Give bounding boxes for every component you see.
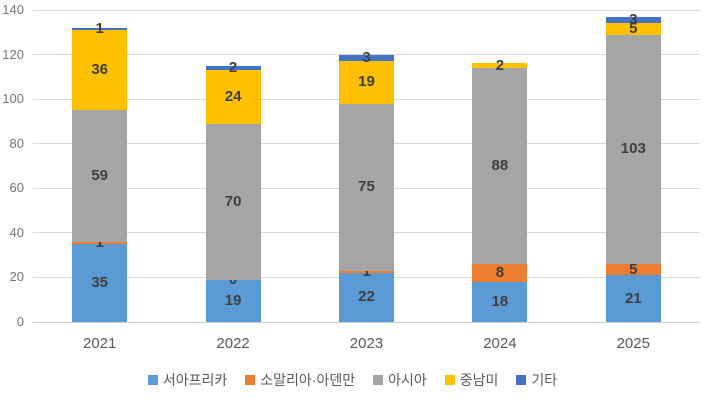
legend-swatch-icon: [444, 375, 455, 385]
bar-segment[interactable]: [605, 23, 661, 35]
bar-segment-label: 36: [91, 61, 109, 79]
x-tick-label: 2022: [216, 335, 250, 352]
y-tick-label: 20: [9, 269, 24, 285]
legend-item[interactable]: 기타: [516, 370, 557, 390]
y-tick-label: 40: [9, 224, 24, 240]
y-tick-label: 0: [16, 314, 24, 329]
x-tick-label: 2021: [83, 335, 117, 352]
bar-segment-label: 22: [358, 288, 375, 306]
bar-segment-label: 19: [224, 291, 242, 309]
bar-segment[interactable]: [472, 67, 528, 265]
bar-segment-label: 75: [358, 178, 375, 196]
legend-label: 아시아: [388, 372, 427, 388]
bar-segment[interactable]: [72, 30, 128, 111]
legend-item[interactable]: 중남미: [444, 370, 499, 390]
bar-segment[interactable]: [205, 70, 261, 124]
bar-segment-label: 18: [491, 292, 509, 310]
y-tick-label: 60: [9, 180, 24, 196]
bar-segment[interactable]: [339, 54, 394, 62]
bar-segment-label: 35: [91, 274, 109, 291]
bar-segment[interactable]: [72, 244, 128, 322]
bar-segment[interactable]: [339, 103, 394, 271]
legend-item[interactable]: 아시아: [373, 370, 427, 390]
bar-segment-label: 70: [224, 192, 242, 210]
legend-label: 서아프리카: [162, 372, 228, 388]
bar-segment-label: 1: [95, 19, 104, 37]
legend-label: 기타: [531, 372, 558, 388]
bar-segment[interactable]: [339, 61, 394, 104]
y-tick-label: 100: [2, 91, 24, 107]
bar-segment[interactable]: [205, 123, 261, 280]
legend-item[interactable]: 소말리아·아덴만: [245, 370, 355, 390]
bar-segment-label: 19: [358, 73, 375, 91]
bar-segment[interactable]: [472, 281, 528, 322]
legend-swatch-icon: [147, 375, 158, 385]
bar-segment[interactable]: [339, 272, 394, 322]
legend-swatch-icon: [516, 375, 527, 385]
gridline: [33, 9, 700, 11]
bar-segment[interactable]: [605, 275, 661, 322]
legend-swatch-icon: [245, 375, 256, 385]
gridline: [33, 321, 700, 323]
bar-segment-label: 3: [362, 48, 371, 66]
bar-segment-label: 2: [495, 56, 505, 74]
bar-segment[interactable]: [72, 27, 128, 31]
bar-segment-label: 103: [620, 140, 646, 158]
bar-segment[interactable]: [472, 264, 528, 282]
bar-segment[interactable]: [339, 270, 394, 273]
bar-segment-label: 2: [228, 58, 238, 76]
bar-segment[interactable]: [605, 264, 661, 276]
x-tick-label: 2024: [483, 335, 517, 352]
legend: 서아프리카 소말리아·아덴만 아시아 중남미 기타: [0, 370, 705, 390]
legend-label: 중남미: [459, 372, 499, 388]
bar-segment[interactable]: [472, 63, 528, 68]
y-tick-label: 120: [2, 46, 24, 62]
bar-segment-label: 5: [629, 260, 638, 278]
legend-swatch-icon: [373, 375, 384, 385]
bar-segment-label: 3: [629, 11, 638, 29]
bar-segment-label: 21: [624, 289, 642, 307]
bar-segment-label: 88: [491, 157, 509, 174]
bar-segment-label: 5: [629, 19, 638, 37]
y-tick-label: 140: [2, 2, 24, 17]
bar-segment[interactable]: [605, 34, 661, 265]
bar-segment[interactable]: [72, 241, 128, 244]
bar-segment[interactable]: [605, 16, 661, 24]
legend-item[interactable]: 서아프리카: [147, 370, 228, 390]
bar-segment[interactable]: [205, 279, 261, 322]
y-tick-label: 80: [9, 135, 24, 151]
bar-segment-label: 1: [95, 233, 104, 251]
bar-segment-label: 8: [495, 263, 505, 281]
bar-segment-label: 59: [91, 167, 109, 185]
x-tick-label: 2025: [616, 335, 650, 352]
bar-segment-label: 24: [224, 87, 242, 105]
bar-segment[interactable]: [72, 110, 128, 242]
bar-segment[interactable]: [205, 65, 261, 71]
bar-segment-label: 1: [362, 262, 371, 280]
x-tick-label: 2023: [349, 335, 384, 352]
legend-label: 소말리아·아덴만: [260, 372, 356, 388]
